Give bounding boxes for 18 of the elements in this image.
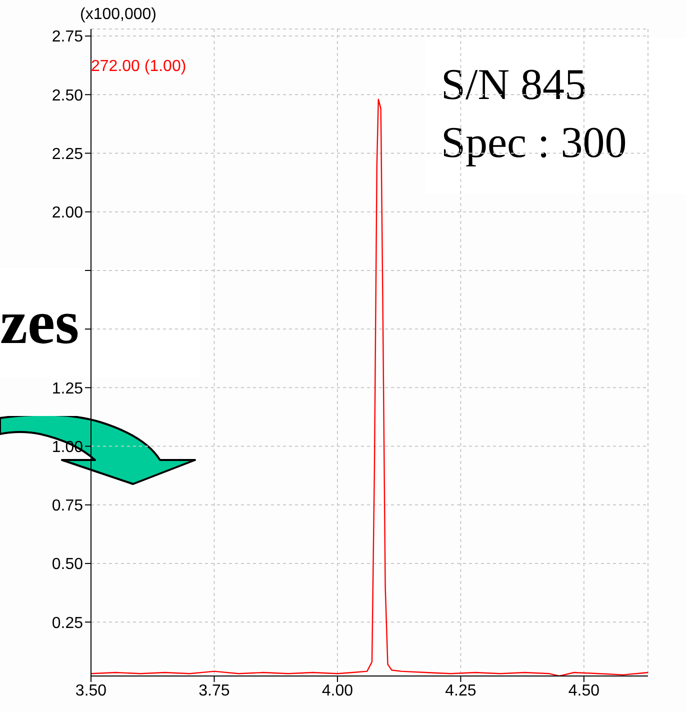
x-tick-label: 3.75 xyxy=(198,682,230,700)
y-tick-label: 0.25 xyxy=(52,614,84,632)
y-tick-label: 2.00 xyxy=(52,204,84,222)
annotation: 272.00 (1.00) xyxy=(91,58,186,76)
y-tick-label: 0.75 xyxy=(52,498,84,515)
x-tick-label: 4.25 xyxy=(445,682,476,700)
x-tick-label: 3.50 xyxy=(75,682,107,700)
x-tick-label: 4.00 xyxy=(322,682,354,700)
y-axis-title: (x100,000) xyxy=(80,6,156,24)
text: zes xyxy=(0,268,200,378)
y-tick-label: 1.25 xyxy=(52,380,84,398)
annotation: Spec : 300 xyxy=(441,117,628,169)
annotation: S/N 845 xyxy=(441,59,588,111)
y-tick-label: 2.50 xyxy=(52,87,84,104)
y-tick-label: 2.75 xyxy=(52,28,84,46)
y-tick-label: 0.50 xyxy=(52,556,84,574)
x-tick-label: 4.50 xyxy=(568,682,600,700)
y-tick-label: 2.25 xyxy=(52,146,84,163)
